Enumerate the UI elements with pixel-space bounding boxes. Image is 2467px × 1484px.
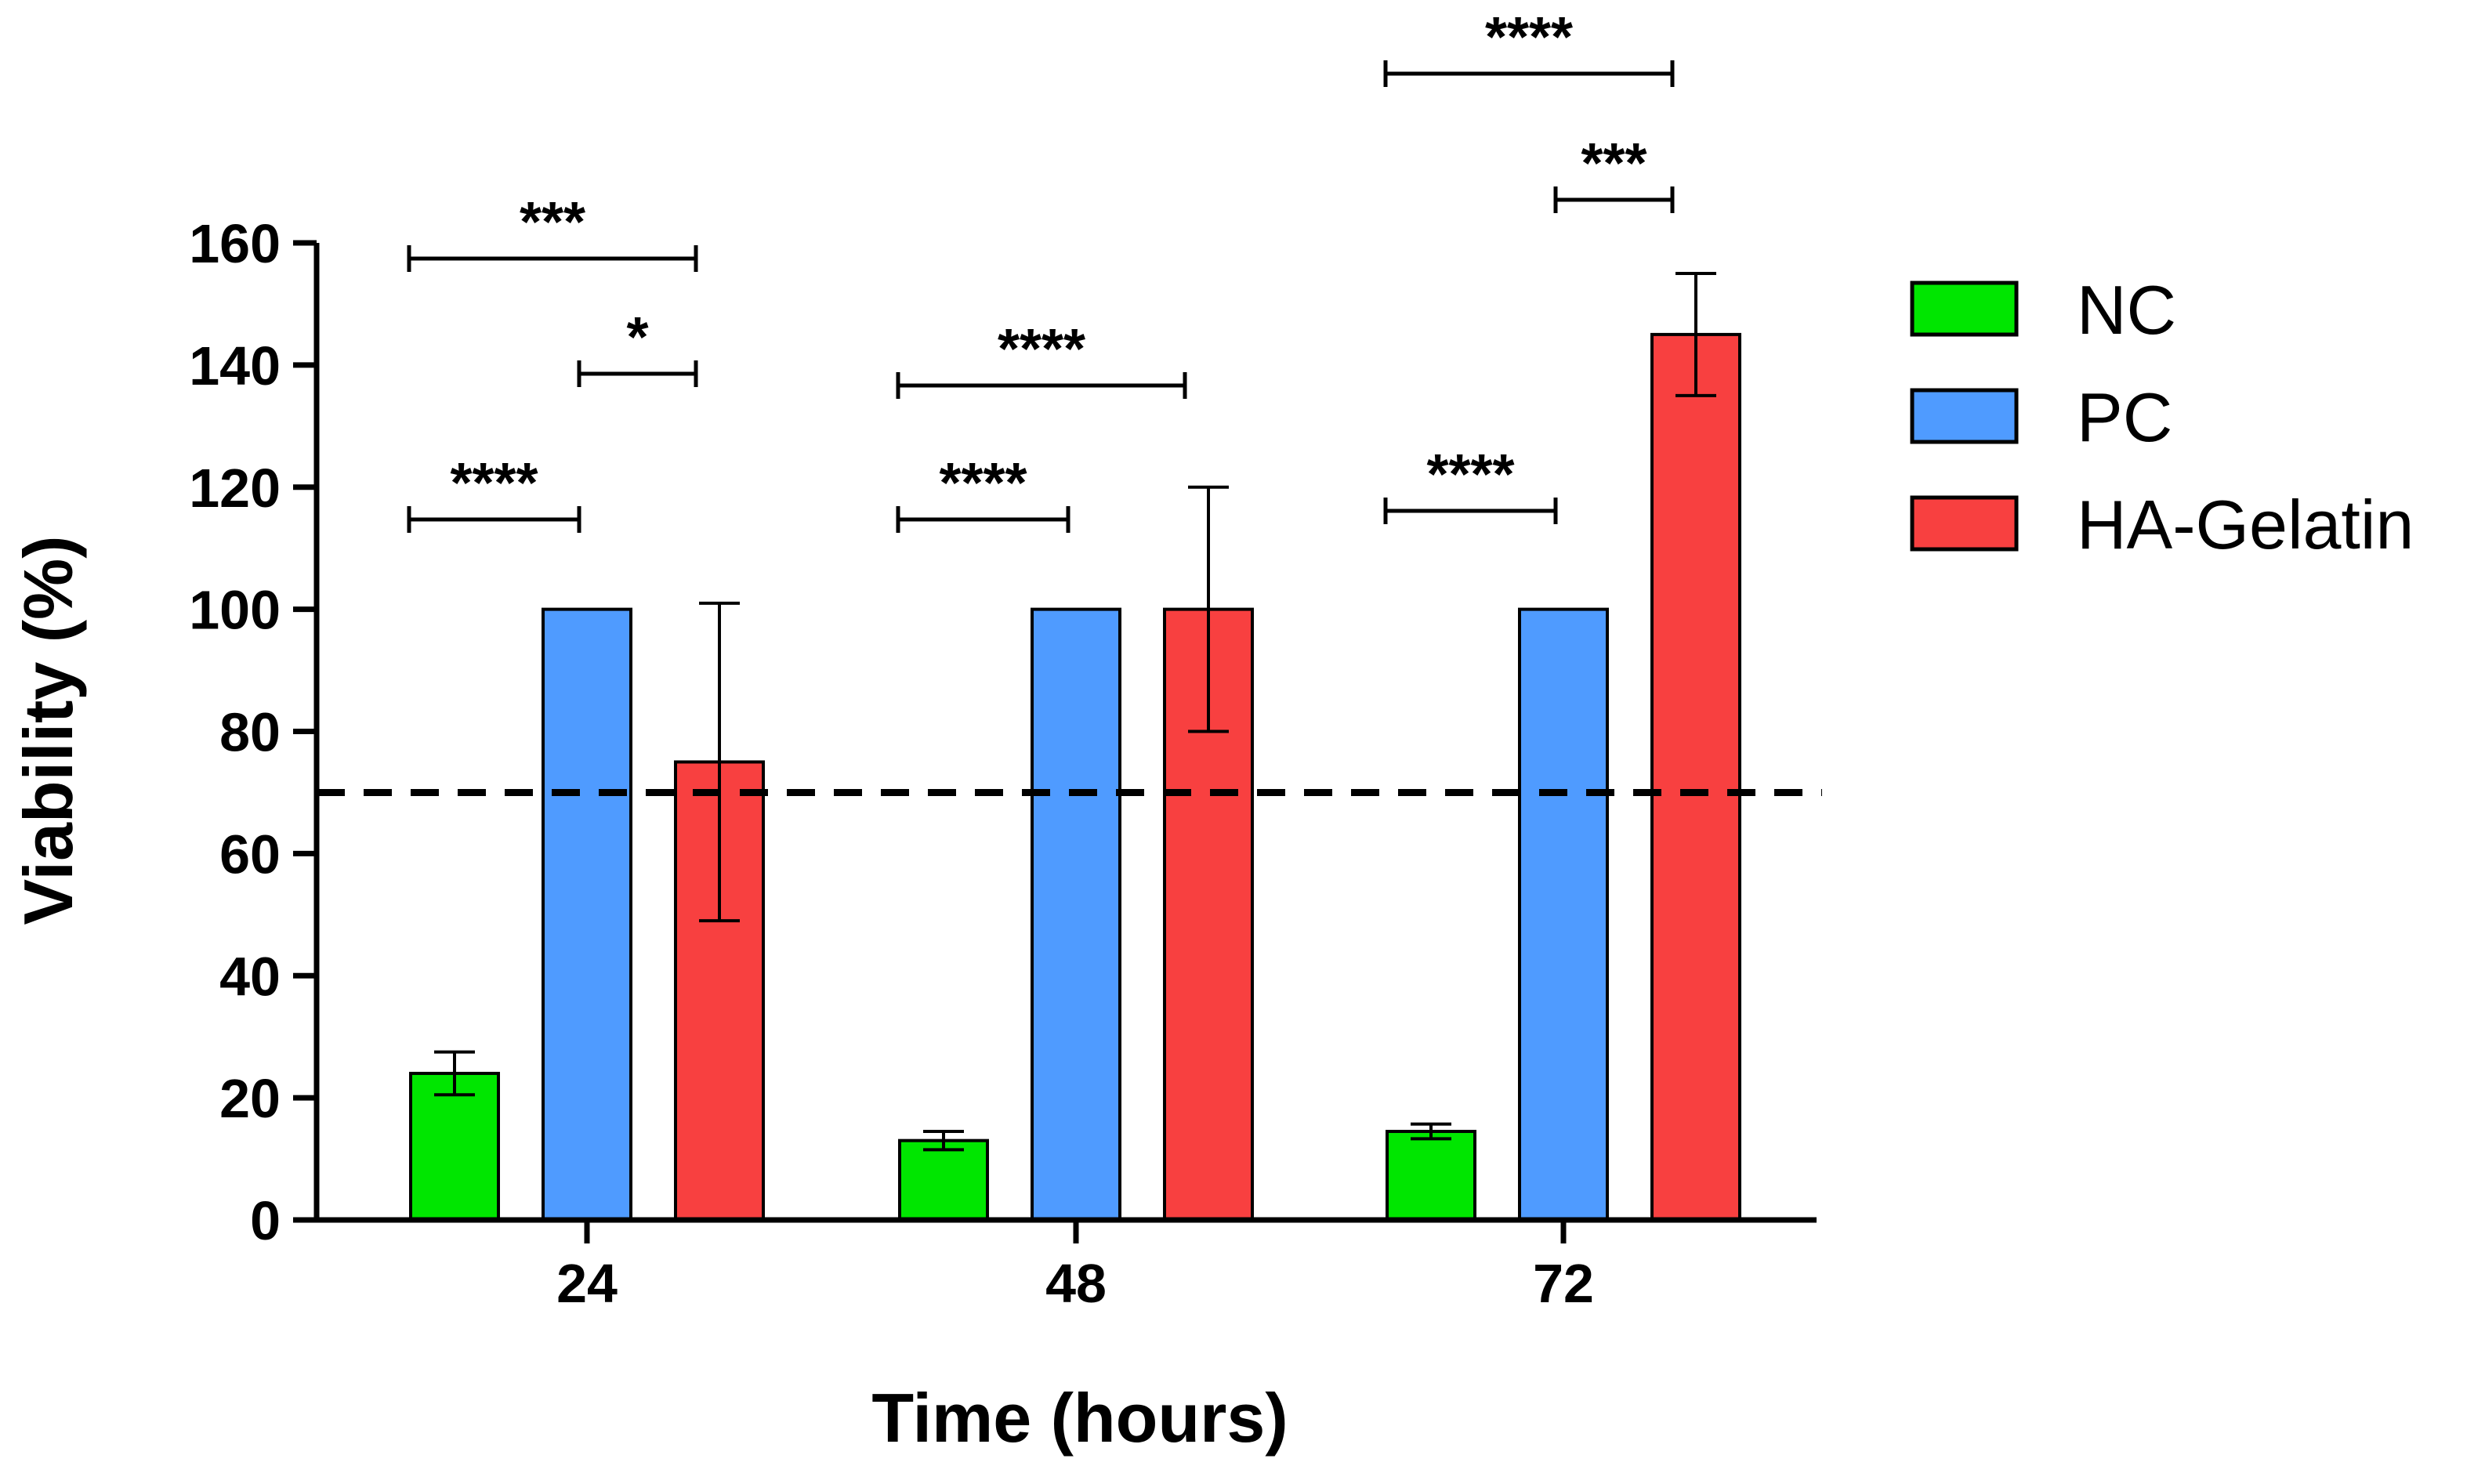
legend-swatch bbox=[1910, 388, 2019, 444]
legend-item-pc: PC bbox=[1910, 378, 2172, 456]
significance-label: **** bbox=[1426, 443, 1514, 506]
legend-item-nc: NC bbox=[1910, 271, 2176, 349]
bars-layer bbox=[409, 332, 1741, 1222]
y-tick-label: 80 bbox=[219, 702, 281, 763]
significance-label: **** bbox=[1485, 6, 1573, 69]
significance-label: * bbox=[626, 306, 648, 369]
significance-bracket: *** bbox=[407, 191, 698, 272]
significance-bracket: * bbox=[577, 306, 698, 387]
significance-bracket: **** bbox=[1383, 6, 1675, 87]
y-tick-label: 160 bbox=[189, 213, 281, 274]
x-tick-label: 48 bbox=[1045, 1253, 1107, 1314]
significance-label: **** bbox=[939, 452, 1027, 515]
error-bars-layer bbox=[317, 271, 1822, 1152]
bar-pc-72 bbox=[1518, 607, 1609, 1222]
significance-label: *** bbox=[1581, 132, 1646, 195]
significance-bracket: **** bbox=[896, 452, 1070, 533]
bar-ha-gelatin-72 bbox=[1650, 332, 1741, 1222]
bar-pc-48 bbox=[1031, 607, 1121, 1222]
significance-bracket: **** bbox=[896, 318, 1187, 399]
y-tick-label: 120 bbox=[189, 458, 281, 519]
legend-item-ha-gelatin: HA-Gelatin bbox=[1910, 486, 2414, 563]
legend-swatch bbox=[1910, 495, 2019, 552]
legend-swatch bbox=[1910, 281, 2019, 337]
significance-label: *** bbox=[520, 191, 585, 254]
y-tick-label: 20 bbox=[219, 1068, 281, 1129]
significance-bracket: **** bbox=[1383, 443, 1558, 524]
bar-pc-24 bbox=[542, 607, 632, 1222]
significance-bracket: *** bbox=[1553, 132, 1675, 213]
y-ticks: 0 20 40 60 80 100 120 140 160 bbox=[189, 213, 317, 1251]
significance-label: **** bbox=[998, 318, 1085, 381]
legend-label: PC bbox=[2077, 378, 2172, 456]
significance-layer: *************************** bbox=[407, 6, 1675, 533]
x-axis-title: Time (hours) bbox=[871, 1379, 1288, 1457]
legend: NC PC HA-Gelatin bbox=[1910, 271, 2414, 563]
y-tick-label: 0 bbox=[250, 1190, 281, 1251]
significance-label: **** bbox=[450, 452, 538, 515]
x-tick-label: 24 bbox=[556, 1253, 618, 1314]
legend-label: HA-Gelatin bbox=[2077, 486, 2414, 563]
y-tick-label: 140 bbox=[189, 335, 281, 396]
bar-nc-24 bbox=[409, 1071, 500, 1222]
bar-nc-72 bbox=[1386, 1129, 1476, 1222]
legend-label: NC bbox=[2077, 271, 2176, 349]
y-tick-label: 100 bbox=[189, 580, 281, 641]
significance-bracket: **** bbox=[407, 452, 581, 533]
bar-nc-48 bbox=[898, 1138, 989, 1222]
x-tick-label: 72 bbox=[1533, 1253, 1594, 1314]
y-tick-label: 40 bbox=[219, 946, 281, 1007]
y-tick-label: 60 bbox=[219, 823, 281, 885]
x-ticks: 24 48 72 bbox=[556, 1220, 1594, 1314]
y-axis-title: Viability (%) bbox=[9, 535, 87, 925]
